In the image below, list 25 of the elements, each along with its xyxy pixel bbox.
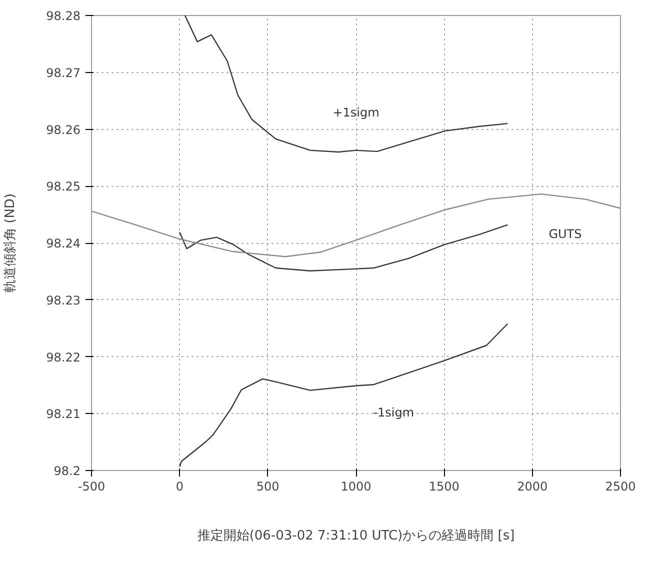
text: +1sigm (332, 105, 380, 120)
x-tick-label: 500 (256, 480, 280, 494)
x-tick-label: -500 (78, 480, 106, 494)
line-series (179, 224, 508, 272)
y-tick-label: 98.2 (54, 464, 80, 478)
x-tick-label: 2500 (605, 480, 636, 494)
line-series (92, 193, 620, 258)
y-axis-title: 軌道傾斜角 (ND) (3, 193, 18, 293)
x-tick-label: 1000 (340, 480, 372, 494)
y-tick-label: 98.28 (46, 9, 81, 23)
x-tick-label: 2000 (517, 480, 548, 494)
y-tick-label: 98.22 (46, 350, 81, 364)
x-axis-title: 推定開始(06-03-02 7:31:10 UTC)からの経過時間 [s] (197, 528, 515, 544)
x-tick-label: 0 (176, 480, 184, 494)
y-tick-label: 98.25 (46, 180, 81, 194)
line-series (184, 16, 508, 153)
series-label: -1sigm (373, 406, 414, 420)
y-tick-label: 98.27 (46, 66, 81, 80)
y-tick-label: 98.26 (46, 122, 81, 137)
y-tick-label: 98.21 (46, 407, 81, 422)
line-series (179, 323, 508, 468)
x-tick-label: 1500 (428, 480, 460, 494)
y-tick-label: 98.23 (46, 293, 81, 308)
text: GUTS (548, 227, 582, 242)
y-tick-label: 98.24 (46, 236, 81, 250)
